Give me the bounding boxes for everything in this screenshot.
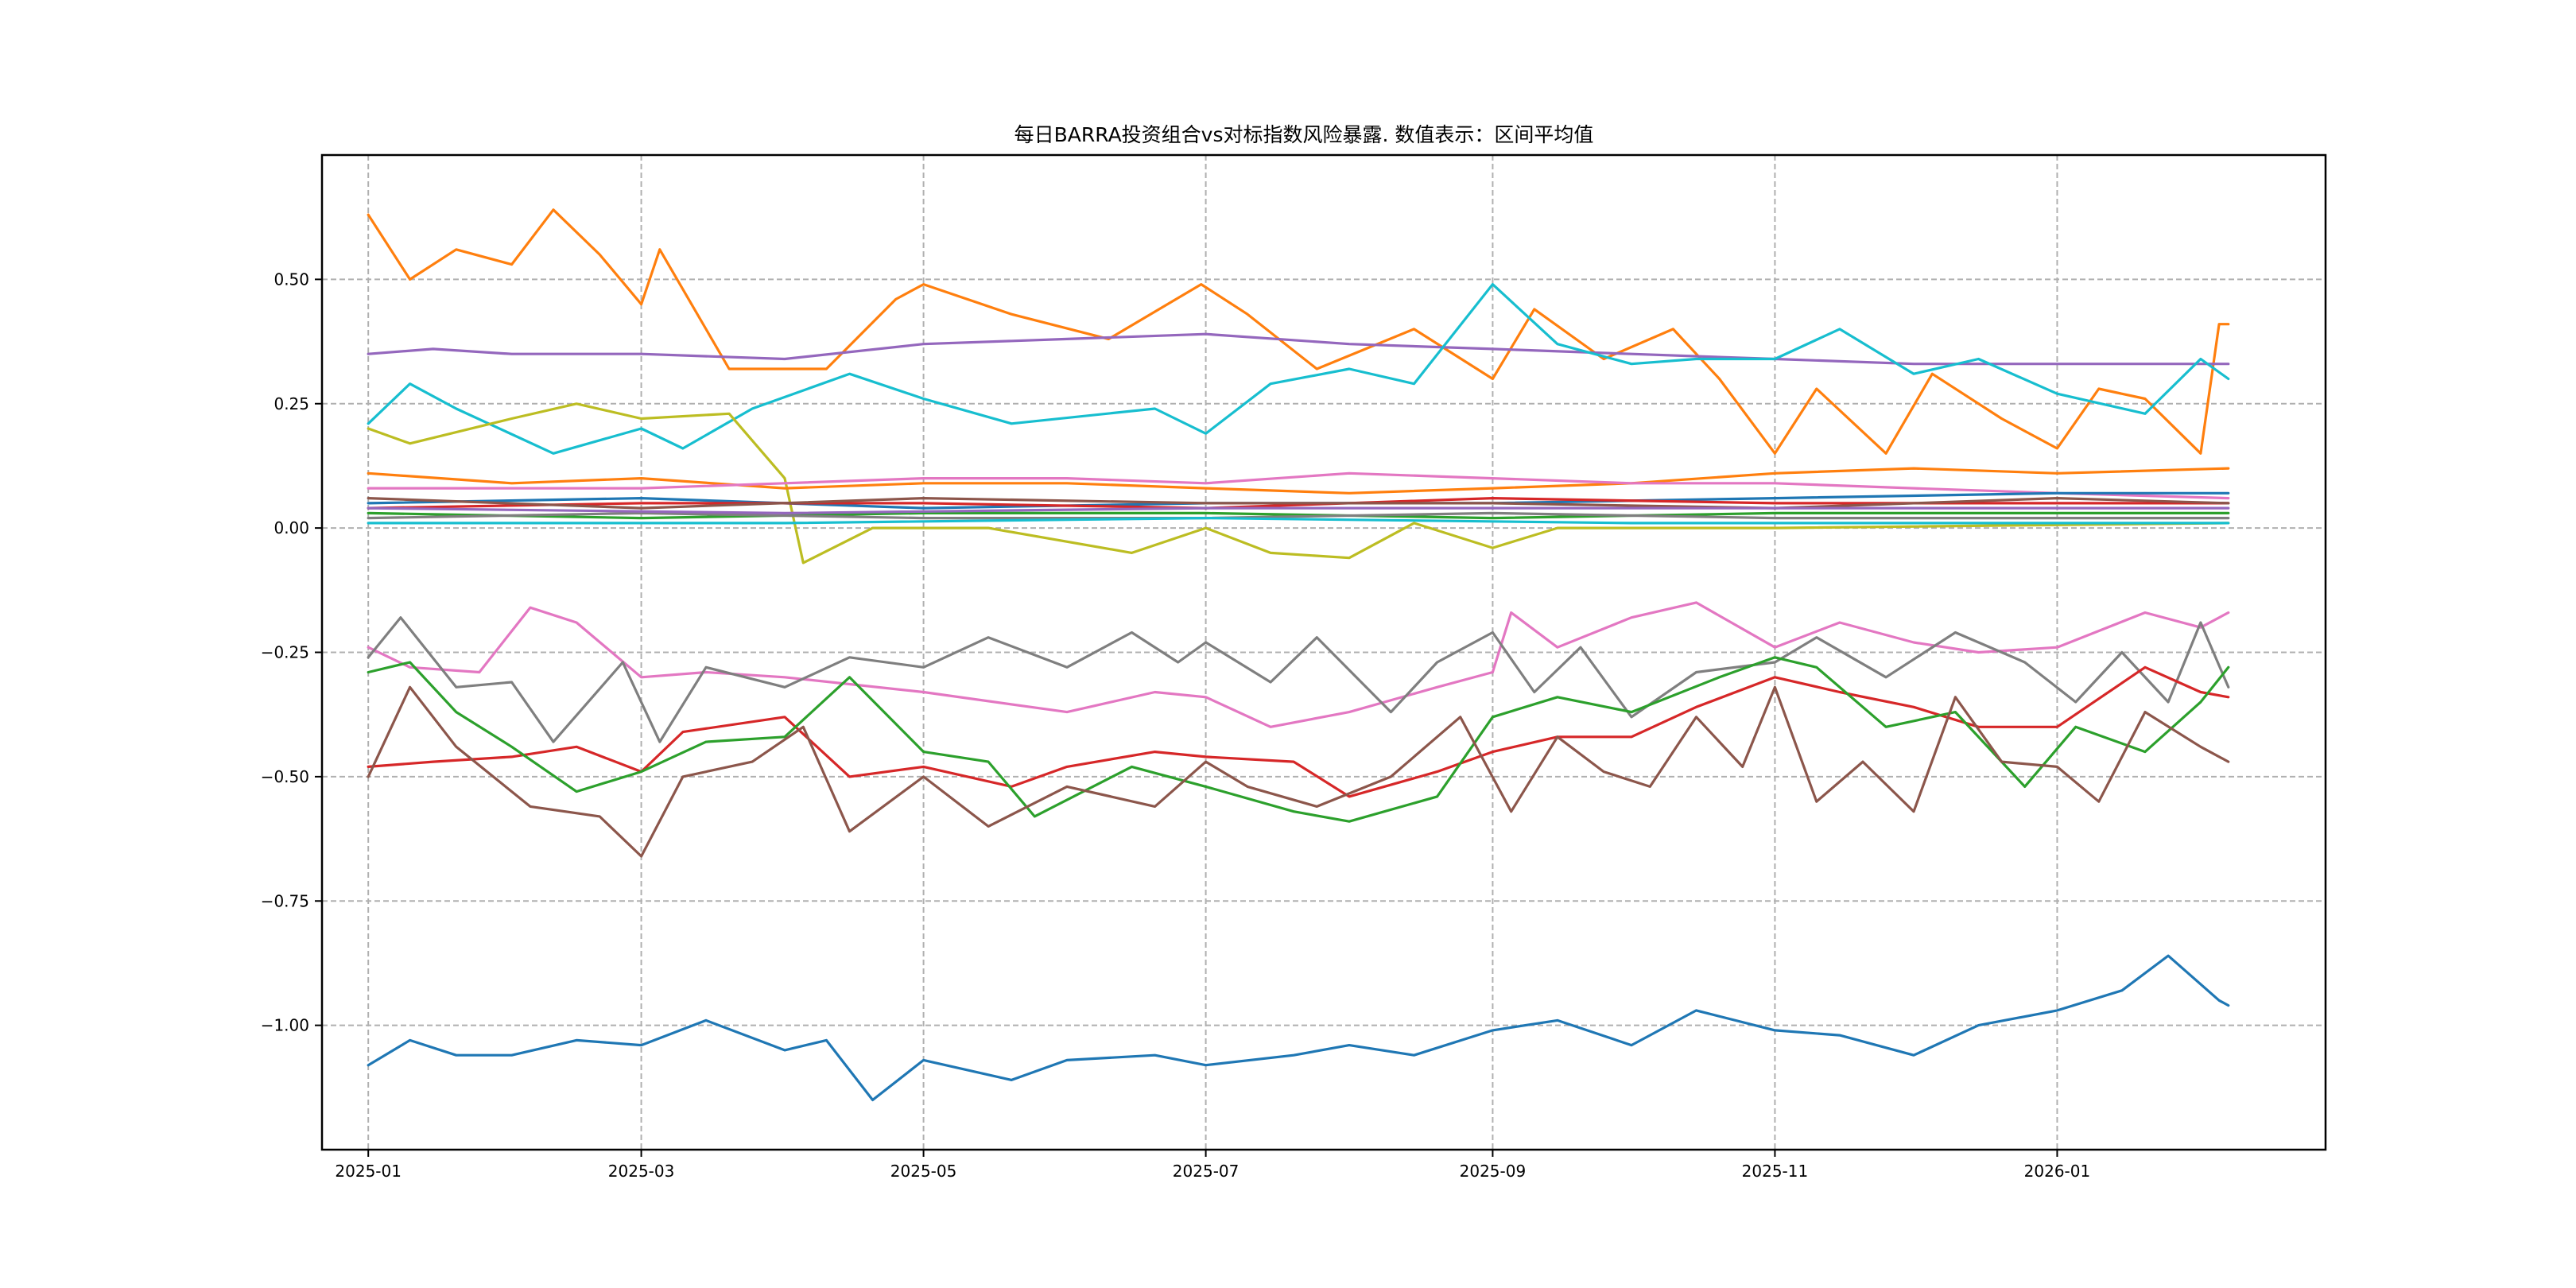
series-line-2 <box>367 332 2230 366</box>
series-line-19 <box>367 954 2230 1102</box>
y-tick-label: −0.50 <box>261 767 309 786</box>
y-tick-label: 0.25 <box>274 394 309 413</box>
x-tick-label: 2025-07 <box>1173 1162 1240 1181</box>
grid-lines <box>322 155 2326 1150</box>
y-tick-label: 0.50 <box>274 270 309 289</box>
x-tick-label: 2025-01 <box>335 1162 402 1181</box>
series-line-1 <box>367 208 2230 455</box>
series-line-9 <box>367 497 2230 510</box>
y-axis-ticks: 0.50 0.25 0.00 −0.25 −0.50 −0.75 −1.00 <box>261 270 322 1035</box>
x-tick-label: 2025-11 <box>1742 1162 1809 1181</box>
series-line-18 <box>367 685 2230 858</box>
series-line-15 <box>367 616 2230 743</box>
y-tick-label: −1.00 <box>261 1016 309 1035</box>
series-line-14 <box>367 601 2230 728</box>
y-tick-label: −0.25 <box>261 643 309 662</box>
series-line-5 <box>367 467 2230 495</box>
series-line-17 <box>367 656 2230 823</box>
series-line-13 <box>367 506 2230 514</box>
x-tick-label: 2025-03 <box>608 1162 675 1181</box>
series-line-6 <box>367 471 2230 500</box>
x-tick-label: 2026-01 <box>2024 1162 2091 1181</box>
series-line-3 <box>367 283 2230 455</box>
y-tick-label: 0.00 <box>274 518 309 537</box>
series-line-11 <box>367 511 2230 520</box>
x-axis-ticks: 2025-01 2025-03 2025-05 2025-07 2025-09 2025-… <box>335 1150 2090 1181</box>
y-tick-label: −0.75 <box>261 891 309 910</box>
series-layer <box>367 208 2230 1102</box>
series-line-4 <box>367 402 2230 564</box>
x-tick-label: 2025-05 <box>890 1162 957 1181</box>
x-tick-label: 2025-09 <box>1460 1162 1527 1181</box>
series-line-16 <box>367 665 2230 798</box>
chart-title: 每日BARRA投资组合vs对标指数风险暴露. 数值表示：区间平均值 <box>1014 123 1594 146</box>
series-line-12 <box>367 517 2230 525</box>
